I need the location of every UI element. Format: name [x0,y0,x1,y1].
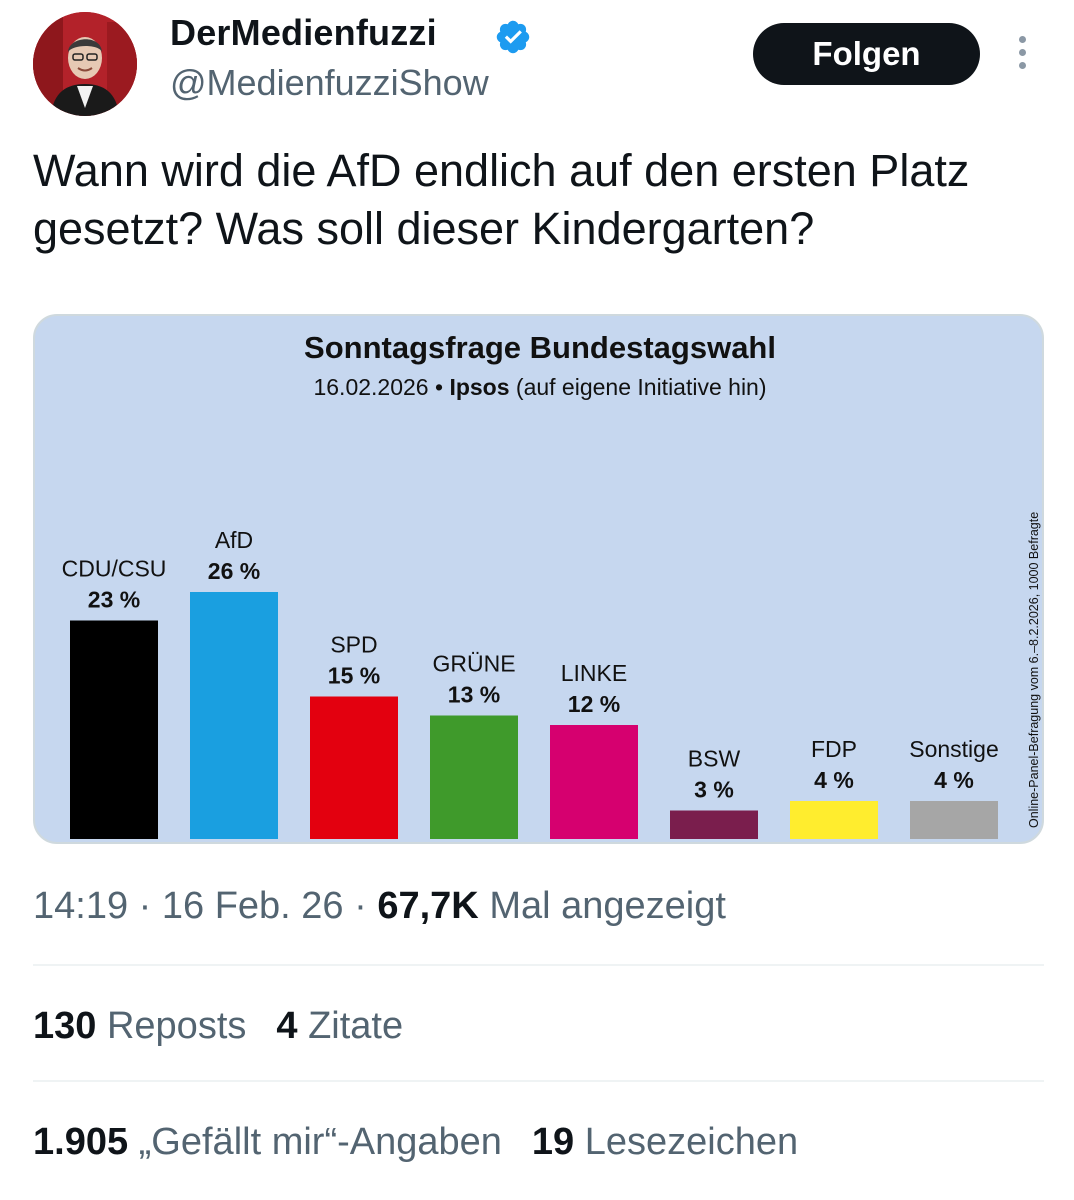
engagement-stats-row-1: 130 Reposts 4 Zitate [33,1005,403,1048]
bar-category-label: LINKE [561,660,627,686]
chart-subtitle-separator: • [435,374,443,400]
reposts-stat[interactable]: 130 Reposts [33,1005,247,1047]
engagement-stats-row-2: 1.905 „Gefällt mir“-Angaben 19 Lesezeiche… [33,1121,798,1164]
likes-stat[interactable]: 1.905 „Gefällt mir“-Angaben [33,1121,502,1163]
bar-category-label: Sonstige [909,736,999,762]
bar-value-label: 15 % [328,663,380,689]
bar-bsw [670,810,758,839]
bar-grüne [430,715,518,839]
divider [33,1080,1044,1082]
bar-category-label: AfD [215,527,253,553]
bar-category-label: BSW [688,746,741,772]
bar-afd [190,592,278,839]
follow-button[interactable]: Folgen [753,23,980,85]
bar-category-label: GRÜNE [432,651,515,677]
view-count-label: Mal angezeigt [489,885,726,927]
bar-category-label: FDP [811,736,857,762]
bar-linke [550,725,638,839]
view-count: 67,7K [377,885,479,927]
avatar[interactable] [33,12,137,116]
chart-bars: 23 % CDU/CSU 26 % AfD 15 % SPD 13 % GRÜNE 12 % LI… [62,527,999,839]
bar-category-label: CDU/CSU [62,556,167,582]
bar-value-label: 3 % [694,777,734,803]
bar-value-label: 4 % [934,767,974,793]
tweet-meta: 14:19 · 16 Feb. 26 · 67,7K Mal angezeigt [33,885,726,927]
bar-value-label: 4 % [814,767,854,793]
chart-subtitle-note: (auf eigene Initiative hin) [516,374,767,400]
tweet-time[interactable]: 14:19 [33,885,129,927]
bar-value-label: 23 % [88,587,140,613]
tweet-image-chart[interactable]: Sonntagsfrage Bundestagswahl 16.02.2026 … [33,314,1044,844]
author-handle[interactable]: @MedienfuzziShow [170,62,489,103]
verified-badge-icon [496,20,530,54]
bar-sonstige [910,801,998,839]
bar-spd [310,696,398,839]
chart-title: Sonntagsfrage Bundestagswahl [304,330,776,365]
avatar-portrait-image [33,12,137,116]
bar-value-label: 13 % [448,682,500,708]
quotes-stat[interactable]: 4 Zitate [276,1005,404,1047]
bar-fdp [790,801,878,839]
chart-subtitle: 16.02.2026 • Ipsos (auf eigene Initiativ… [313,374,766,400]
bookmarks-stat[interactable]: 19 Lesezeichen [531,1121,799,1163]
bar-cdu-csu [70,620,158,839]
bar-category-label: SPD [330,632,377,658]
bar-value-label: 12 % [568,691,620,717]
chart-subtitle-date: 16.02.2026 [313,374,428,400]
bar-value-label: 26 % [208,558,260,584]
chart-subtitle-institute: Ipsos [449,374,509,400]
more-options-icon[interactable] [1012,36,1032,72]
tweet-text: Wann wird die AfD endlich auf den ersten… [33,145,970,254]
chart-side-note: Online-Panel-Befragung vom 6.–8.2.2026, … [1027,512,1041,828]
poll-bar-chart: Sonntagsfrage Bundestagswahl 16.02.2026 … [62,330,1041,839]
tweet-date[interactable]: 16 Feb. 26 [161,885,344,927]
divider [33,964,1044,966]
author-display-name[interactable]: DerMedienfuzzi [170,12,437,53]
